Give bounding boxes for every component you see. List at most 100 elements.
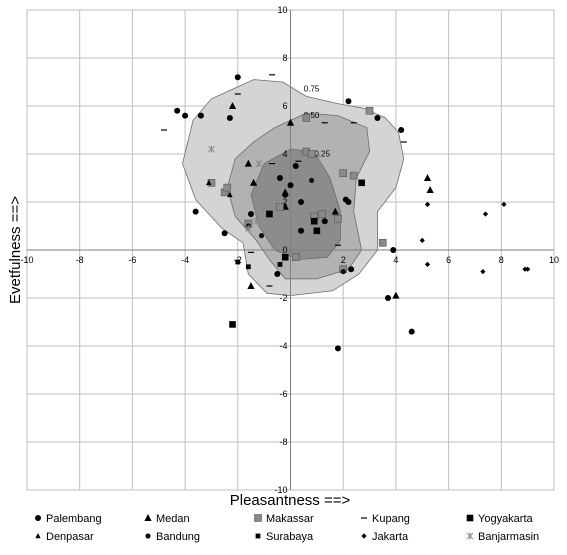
- point-medan: [281, 188, 289, 196]
- point-medan: [426, 186, 434, 193]
- point-palembang: [334, 345, 341, 352]
- point-palembang: [247, 211, 254, 217]
- x-tick-label: 6: [446, 255, 451, 265]
- point-palembang: [348, 266, 355, 273]
- point-medan: [247, 282, 255, 289]
- legend-label-kupang: Kupang: [372, 513, 410, 525]
- point-jakarta: [424, 261, 431, 267]
- point-medan: [244, 159, 252, 167]
- point-jakarta: [480, 269, 486, 275]
- point-medan: [331, 207, 339, 215]
- point-makassar: [365, 107, 374, 115]
- point-jakarta: [522, 266, 528, 272]
- point-medan: [286, 118, 295, 126]
- point-palembang: [234, 74, 241, 81]
- y-tick-label: 0: [282, 245, 287, 255]
- point-yogyakarta: [358, 179, 365, 187]
- x-tick-label: -10: [20, 255, 33, 265]
- point-banjarmasin: [255, 160, 263, 168]
- point-palembang: [298, 227, 305, 234]
- contour-label: 0.75: [304, 85, 320, 94]
- point-makassar: [339, 169, 348, 177]
- legend-label-banjarmasin: Banjarmasin: [478, 531, 539, 543]
- point-palembang: [192, 208, 199, 215]
- legend-label-bandung: Bandung: [156, 531, 200, 543]
- point-palembang: [390, 247, 397, 253]
- legend-marker-bandung: [145, 533, 151, 539]
- point-palembang: [182, 112, 189, 119]
- point-palembang: [174, 107, 181, 114]
- point-palembang: [226, 115, 233, 121]
- y-tick-label: -10: [274, 485, 287, 495]
- contour-label: 0.50: [304, 111, 320, 120]
- y-tick-label: -6: [279, 389, 287, 399]
- legend: Palembang Medan Makassar Kupang Yogyakarta De…: [35, 513, 539, 543]
- point-palembang: [292, 163, 299, 169]
- legend-marker-denpasar: [35, 533, 41, 539]
- legend-label-palembang: Palembang: [46, 513, 102, 525]
- x-axis-title: Pleasantness ==>: [230, 492, 351, 509]
- point-medan: [228, 102, 237, 109]
- point-banjarmasin: [244, 224, 252, 232]
- legend-label-jakarta: Jakarta: [372, 531, 409, 543]
- y-axis-title: Evetfulness ==>: [7, 196, 24, 304]
- point-makassar: [291, 253, 300, 261]
- legend-marker-medan: [144, 514, 152, 521]
- point-denpasar: [206, 179, 212, 186]
- point-surabaya: [235, 259, 241, 265]
- y-tick-label: 2: [282, 197, 287, 207]
- y-tick-label: -4: [279, 341, 287, 351]
- legend-label-surabaya: Surabaya: [266, 531, 314, 543]
- y-tick-label: 8: [282, 53, 287, 63]
- point-palembang: [221, 230, 228, 237]
- point-banjarmasin: [318, 188, 326, 196]
- point-yogyakarta: [266, 210, 273, 218]
- point-jakarta: [419, 237, 425, 243]
- point-yogyakarta: [281, 253, 289, 261]
- contour-label: 0.25: [314, 149, 330, 158]
- point-bandung: [258, 233, 265, 239]
- point-banjarmasin: [305, 203, 313, 211]
- point-palembang: [345, 98, 352, 105]
- point-palembang: [321, 218, 328, 225]
- point-makassar: [276, 203, 284, 211]
- point-denpasar: [227, 191, 233, 198]
- y-tick-label: 10: [277, 5, 287, 15]
- point-medan: [423, 174, 432, 181]
- point-banjarmasin: [208, 145, 215, 153]
- point-jakarta: [525, 266, 531, 272]
- data-points: [161, 74, 531, 352]
- y-tick-label: 6: [282, 101, 287, 111]
- legend-label-makassar: Makassar: [266, 513, 314, 525]
- axes: [27, 10, 554, 490]
- x-tick-label: -6: [128, 255, 136, 265]
- point-palembang: [384, 295, 391, 301]
- legend-marker-makassar: [254, 514, 262, 522]
- point-palembang: [374, 115, 381, 121]
- legend-marker-yogyakarta: [466, 514, 474, 522]
- point-makassar: [307, 150, 316, 158]
- point-makassar: [318, 210, 326, 218]
- y-tick-label: -2: [279, 293, 287, 303]
- legend-label-denpasar: Denpasar: [46, 531, 94, 543]
- point-surabaya: [277, 262, 283, 267]
- legend-marker-palembang: [35, 515, 41, 521]
- point-yogyakarta: [229, 321, 236, 328]
- point-palembang: [197, 112, 204, 119]
- point-surabaya: [245, 264, 251, 270]
- x-tick-label: 8: [499, 255, 504, 265]
- point-jakarta: [501, 201, 507, 207]
- y-tick-label: 4: [282, 149, 287, 159]
- point-medan: [250, 178, 258, 186]
- point-makassar: [302, 114, 311, 122]
- legend-label-medan: Medan: [156, 513, 190, 525]
- point-banjarmasin: [252, 217, 260, 225]
- x-tick-label: -4: [181, 255, 189, 265]
- point-jakarta: [482, 211, 489, 217]
- legend-label-yogyakarta: Yogyakarta: [478, 513, 534, 525]
- point-palembang: [398, 127, 405, 133]
- x-tick-label: 4: [393, 255, 398, 265]
- legend-marker-surabaya: [255, 533, 261, 539]
- x-tick-label: 2: [341, 255, 346, 265]
